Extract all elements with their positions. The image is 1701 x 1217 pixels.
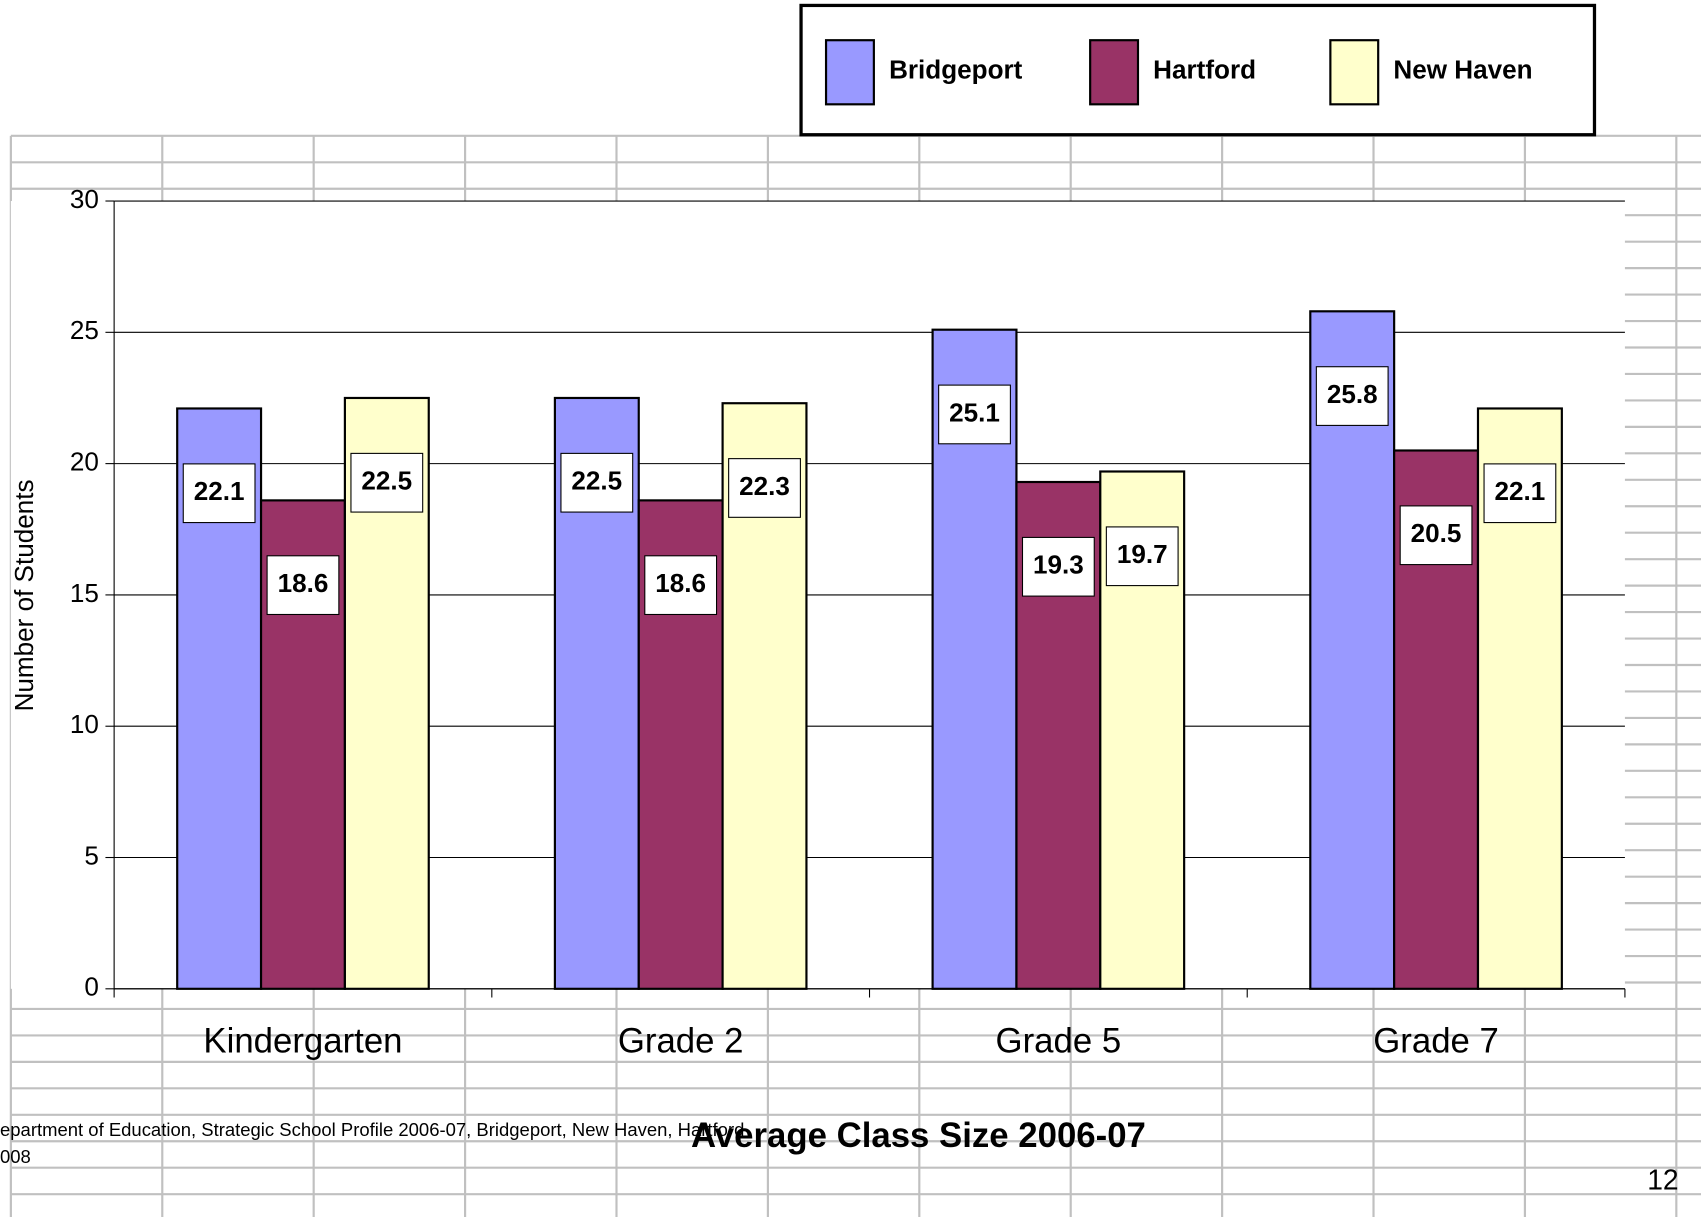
value-label-box (1399, 505, 1473, 566)
value-label: 19.3 (1033, 550, 1084, 580)
x-tick-label: Grade 2 (618, 1022, 744, 1060)
value-label-box (1483, 463, 1557, 524)
value-label: 18.6 (278, 568, 329, 598)
value-label: 22.3 (739, 471, 790, 501)
y-tick-label: 0 (84, 972, 99, 1002)
chart-title: Average Class Size 2006-07 (691, 1117, 1146, 1155)
legend-swatch (1089, 39, 1140, 106)
y-tick-label: 15 (70, 578, 99, 608)
value-label: 22.5 (571, 466, 622, 496)
value-label-box (644, 555, 718, 616)
value-label: 22.5 (361, 466, 412, 496)
x-tick-label: Grade 5 (996, 1022, 1122, 1060)
y-tick-label: 20 (70, 447, 99, 477)
value-label: 18.6 (655, 568, 706, 598)
chart-top (11, 136, 1625, 201)
page-number: 12 (1647, 1164, 1678, 1196)
value-label-box (1105, 526, 1179, 587)
value-label: 25.8 (1327, 379, 1378, 409)
y-axis-label: Number of Students (9, 480, 39, 712)
value-label-box (938, 384, 1011, 445)
legend-label: Hartford (1153, 55, 1256, 85)
x-tick-label: Kindergarten (203, 1022, 402, 1060)
legend-label: Bridgeport (889, 55, 1023, 85)
value-label: 20.5 (1411, 518, 1462, 548)
legend-label: New Haven (1393, 55, 1532, 85)
x-tick-label: Grade 7 (1373, 1022, 1499, 1060)
value-label-box (266, 555, 340, 616)
y-tick-label: 10 (70, 709, 99, 739)
value-label-box (182, 463, 256, 524)
value-label-box (728, 458, 801, 518)
value-label: 25.1 (949, 397, 1000, 427)
source-line: epartment of Education, Strategic School… (0, 1119, 744, 1140)
value-label-box (1021, 536, 1095, 597)
value-label: 22.1 (1495, 476, 1546, 506)
y-tick-label: 30 (70, 184, 99, 214)
value-label: 22.1 (194, 476, 245, 506)
source-line: 008 (0, 1146, 31, 1167)
y-tick-label: 5 (84, 840, 99, 870)
legend-swatch (1329, 39, 1380, 106)
value-label-box (1315, 366, 1389, 426)
value-label: 19.7 (1117, 539, 1168, 569)
legend-swatch (824, 39, 875, 106)
value-label-box (560, 452, 634, 513)
value-label-box (350, 452, 424, 513)
y-tick-label: 25 (70, 315, 99, 345)
legend-box (799, 3, 1597, 137)
